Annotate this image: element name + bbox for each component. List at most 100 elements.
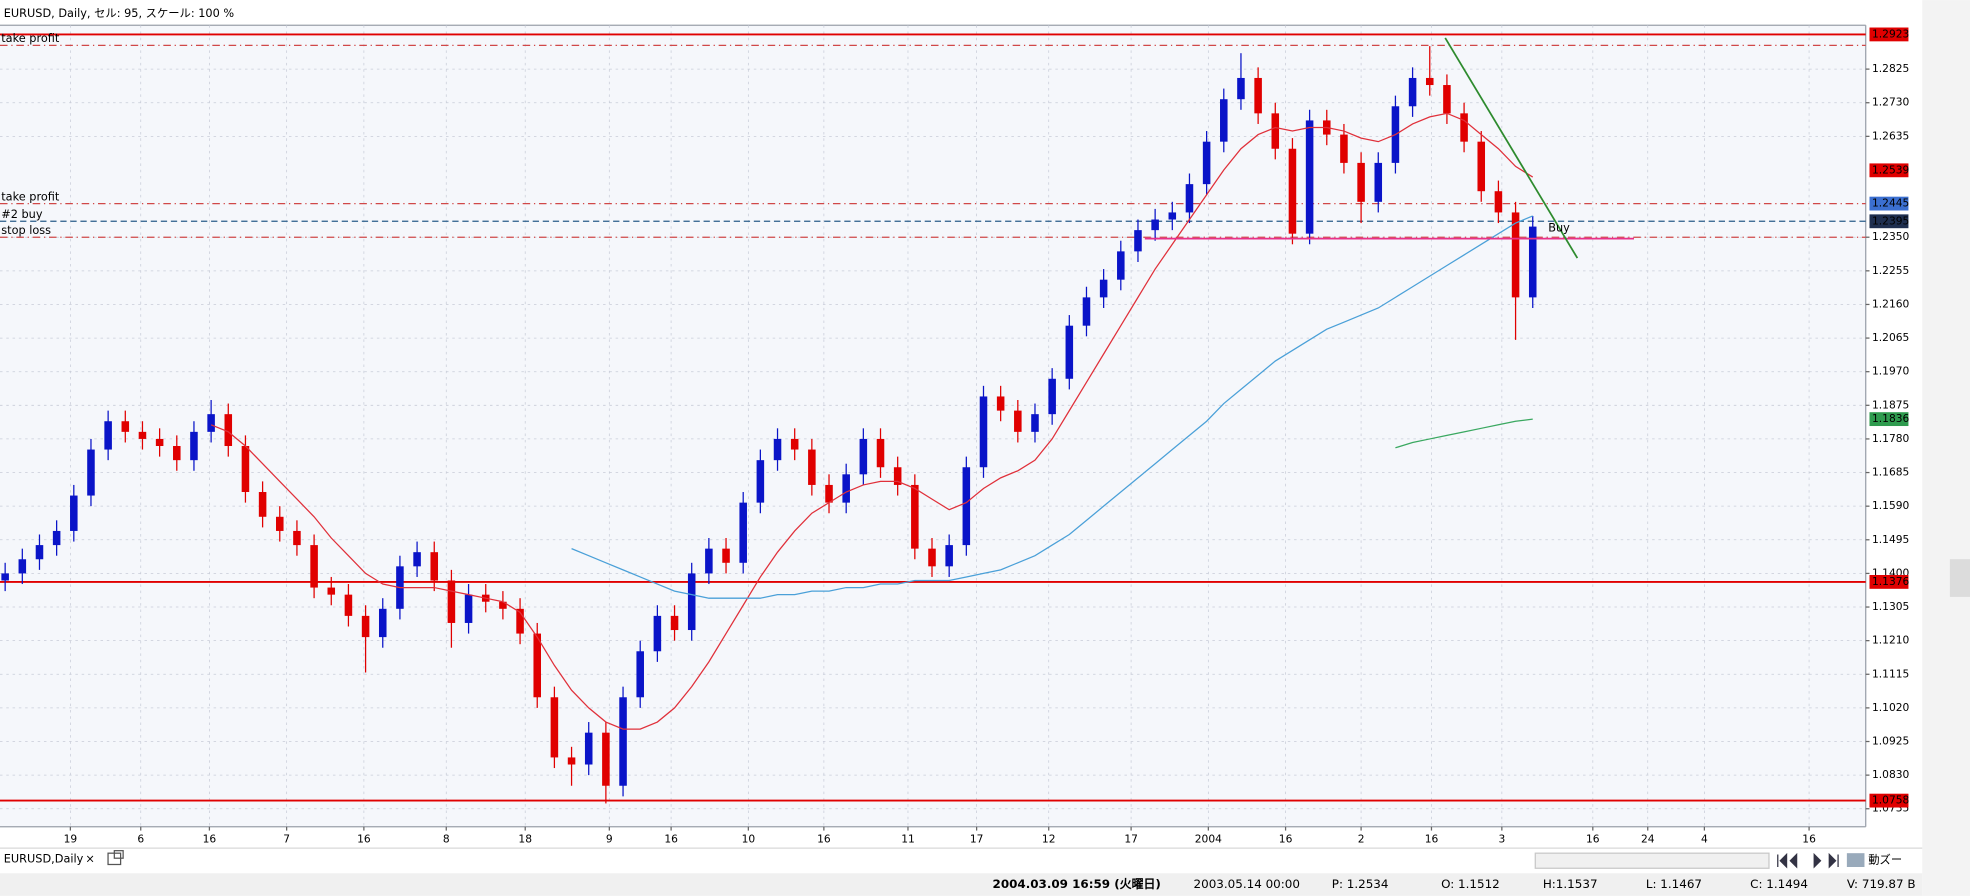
y-tick-label: 1.1305: [1872, 600, 1909, 613]
price-badge-label: 1.2539: [1872, 163, 1910, 176]
x-tick-label: 3: [1498, 832, 1505, 845]
tab-close[interactable]: ×: [85, 852, 94, 865]
zoom-icon[interactable]: [1846, 853, 1865, 868]
status-close: C: 1.1494: [1750, 877, 1808, 891]
y-tick-label: 1.2635: [1872, 129, 1909, 142]
candle-body: [893, 467, 902, 485]
candle-body: [138, 431, 147, 439]
y-tick-label: 1.1590: [1872, 499, 1910, 512]
candle-body: [447, 580, 456, 623]
candle-body: [1185, 184, 1194, 213]
candle-body: [1237, 77, 1245, 100]
y-tick-label: 1.1020: [1872, 701, 1910, 714]
candle-body: [619, 697, 627, 786]
x-tick-label: 24: [1641, 832, 1655, 845]
time-scrollbar[interactable]: [1534, 852, 1770, 869]
candle-body: [224, 414, 233, 447]
candle-body: [1117, 251, 1125, 280]
y-tick-label: 1.1495: [1872, 533, 1909, 546]
candle-body: [1374, 162, 1383, 202]
y-tick-label: 1.1970: [1872, 365, 1910, 378]
y-tick-label: 1.0830: [1872, 768, 1910, 781]
candle-body: [825, 484, 833, 503]
x-tick-label: 16: [1279, 832, 1293, 845]
candle-body: [173, 446, 181, 461]
x-tick-label: 4: [1701, 832, 1708, 845]
window-title: EURUSD, Daily, セル: 95, スケール: 100 %: [4, 7, 235, 20]
price-badge-label: 1.2923: [1872, 27, 1909, 40]
candle-body: [430, 552, 439, 581]
status-open: O: 1.1512: [1441, 877, 1500, 891]
candle-body: [1357, 162, 1365, 202]
candle-body: [739, 502, 747, 563]
side-scroll-thumb[interactable]: [1949, 559, 1970, 597]
x-tick-label: 16: [817, 832, 831, 845]
level-label: stop loss: [1, 224, 51, 237]
candle-body: [1151, 219, 1159, 231]
candle-body: [1408, 77, 1417, 107]
candle-body: [378, 608, 387, 638]
candle-body: [1305, 120, 1314, 234]
candle-body: [35, 545, 44, 560]
x-tick-label: 6: [137, 832, 144, 845]
y-tick-label: 1.0925: [1872, 735, 1909, 748]
price-badge-label: 1.0758: [1872, 794, 1910, 807]
candle-body: [962, 467, 971, 546]
candle-body: [70, 495, 78, 531]
indicator-line: [571, 215, 1533, 599]
x-tick-label: 12: [1042, 832, 1056, 845]
candle-body: [1443, 85, 1451, 114]
y-tick-label: 1.2065: [1872, 331, 1909, 344]
y-tick-label: 1.2255: [1872, 264, 1909, 277]
candle-body: [928, 548, 936, 567]
candle-body: [241, 446, 250, 493]
candle-body: [1065, 325, 1074, 379]
candle-body: [1048, 378, 1056, 415]
x-tick-label: 7: [283, 832, 290, 845]
candle-body: [670, 615, 679, 631]
candle-body: [1082, 297, 1091, 326]
candle-body: [1099, 279, 1108, 298]
candle-body: [584, 732, 593, 765]
zoom-label[interactable]: 動ズー: [1868, 853, 1902, 867]
candle-body: [516, 608, 524, 634]
candle-body: [911, 484, 919, 549]
candle-body: [104, 421, 112, 450]
candle-body: [567, 757, 576, 765]
candle-body: [1254, 77, 1262, 114]
price-badge: [1869, 793, 1909, 808]
candle-body: [1168, 212, 1177, 220]
x-tick-label: 17: [1124, 832, 1138, 845]
chart-tab[interactable]: EURUSD,Daily: [4, 852, 84, 865]
candle-body: [653, 615, 662, 652]
y-tick-label: 1.2825: [1872, 62, 1909, 75]
candle-body: [344, 594, 353, 616]
nav-buttons[interactable]: [1777, 852, 1839, 869]
price-badge: [1869, 214, 1909, 229]
candle-body: [1460, 113, 1468, 142]
y-tick-label: 1.2160: [1872, 297, 1910, 310]
candle-body: [155, 438, 164, 447]
x-tick-label: 16: [664, 832, 678, 845]
indicator-line: [210, 112, 1534, 730]
plot: 1.2825 1.2730 1.2635 1.2350 1.2255 1.2160 1.20…: [0, 25, 1910, 845]
status-low: L: 1.1467: [1646, 877, 1702, 891]
y-tick-label: 1.1115: [1872, 667, 1909, 680]
price-badge-label: 1.2395: [1872, 214, 1909, 227]
x-tick-label: 16: [357, 832, 371, 845]
level-label: take profit: [1, 190, 60, 203]
x-tick-label: 11: [901, 832, 915, 845]
candle-body: [1288, 148, 1297, 234]
x-tick-label: 18: [518, 832, 532, 845]
x-tick-label: 19: [64, 832, 78, 845]
candle-body: [756, 460, 765, 503]
x-tick-label: 16: [203, 832, 217, 845]
price-badge: [1869, 574, 1909, 589]
annotation: Buy: [1548, 221, 1570, 234]
candle-body: [1014, 410, 1022, 432]
x-tick-label: 16: [1425, 832, 1439, 845]
candle-body: [722, 548, 730, 563]
tab-icon-back: [113, 850, 124, 859]
candle-body: [258, 492, 267, 517]
candle-body: [550, 697, 559, 758]
